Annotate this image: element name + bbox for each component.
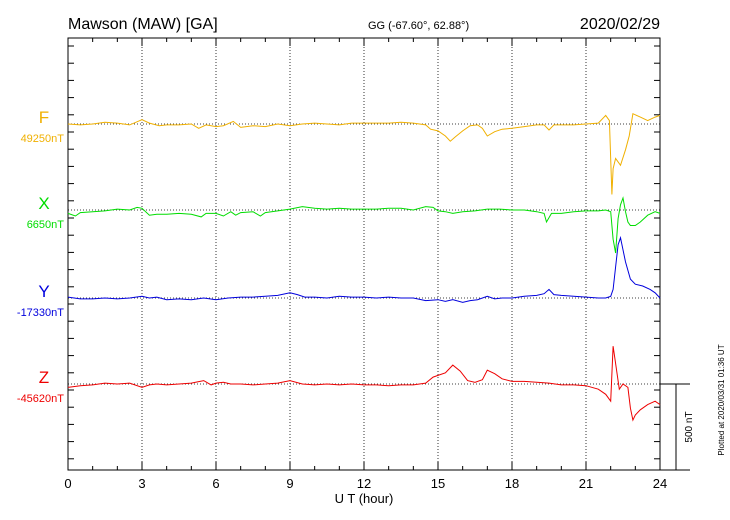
x-tick-label: 15 bbox=[431, 476, 445, 491]
scale-bar-label: 500 nT bbox=[684, 411, 695, 442]
series-name-f: F bbox=[39, 108, 49, 127]
series-group bbox=[67, 112, 661, 422]
x-tick-label: 18 bbox=[505, 476, 519, 491]
scale-bar: 500 nT bbox=[660, 383, 695, 471]
series-line-f bbox=[67, 112, 661, 195]
x-tick-label: 24 bbox=[653, 476, 667, 491]
axis-ticks: 0 3 6 9 12 15 18 21 24 bbox=[64, 38, 667, 491]
series-line-y bbox=[67, 235, 661, 303]
x-tick-label: 3 bbox=[138, 476, 145, 491]
series-name-x: X bbox=[38, 194, 49, 213]
series-name-y: Y bbox=[38, 282, 49, 301]
series-baseline-y: -17330nT bbox=[17, 307, 64, 319]
series-baseline-z: -45620nT bbox=[17, 393, 64, 405]
series-baseline-f: 49250nT bbox=[21, 133, 65, 145]
series-line-x bbox=[67, 196, 661, 254]
chart-date: 2020/02/29 bbox=[580, 16, 660, 33]
series-line-z bbox=[67, 346, 661, 422]
series-labels: F 49250nT X 6650nT Y -17330nT Z -45620nT bbox=[17, 108, 64, 405]
x-tick-label: 12 bbox=[357, 476, 371, 491]
x-tick-label: 6 bbox=[212, 476, 219, 491]
grid-lines bbox=[68, 38, 660, 470]
station-coordinates: GG (-67.60°, 62.88°) bbox=[368, 20, 469, 32]
x-axis-label: U T (hour) bbox=[335, 491, 394, 506]
x-tick-label: 9 bbox=[286, 476, 293, 491]
x-tick-label: 0 bbox=[64, 476, 71, 491]
x-tick-label: 21 bbox=[579, 476, 593, 491]
plotted-timestamp: Plotted at 2020/03/31 01:36 UT bbox=[717, 344, 726, 455]
series-baseline-x: 6650nT bbox=[27, 219, 65, 231]
series-name-z: Z bbox=[39, 368, 49, 387]
chart-title: Mawson (MAW) [GA] bbox=[68, 16, 218, 33]
